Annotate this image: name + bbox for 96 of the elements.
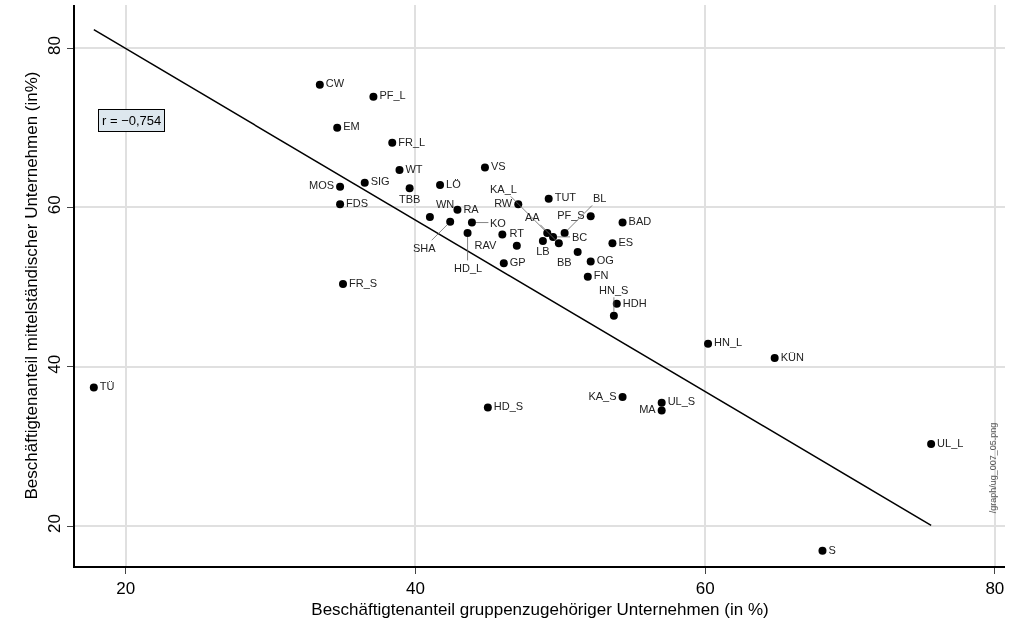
point [704,339,713,348]
data-label: SHA [413,242,437,254]
data-label: TÜ [99,380,115,393]
point [618,218,627,227]
data-label: FR_S [348,276,378,289]
data-label: RW [494,196,513,209]
data-label: HDH [622,296,647,309]
point [586,257,595,266]
data-label: BB [556,256,572,269]
point [927,440,936,449]
point [388,138,397,147]
point [512,241,521,250]
point [818,546,827,555]
point [463,228,472,237]
data-label: BC [572,231,588,243]
point [586,212,595,221]
data-label: VS [490,160,506,173]
data-label: UL_S [667,395,696,408]
data-label: ES [618,236,634,249]
data-label: FR_L [398,135,426,148]
point [89,383,98,392]
data-label: BL [593,192,607,204]
data-label: PF_L [379,89,406,102]
point [538,236,547,245]
point [453,205,462,214]
point [770,354,779,363]
point [336,182,345,191]
point [395,165,404,174]
data-label: TBB [398,192,421,205]
point [425,212,434,221]
point [405,184,414,193]
data-label: RT [509,226,525,239]
data-label: HN_S [599,284,629,296]
data-label: KO [490,217,507,229]
point [609,311,618,320]
data-label: WN [435,198,455,211]
point [499,259,508,268]
x-axis-title: Beschäftigtenanteil gruppenzugehöriger Unternehmen (in %) [311,600,769,620]
data-label: RA [463,202,480,215]
point [483,403,492,412]
data-label: PF_S [557,208,585,221]
point [480,163,489,172]
data-label: KA_L [490,183,517,195]
x-tick-label: 60 [695,579,715,599]
point [333,123,342,132]
point [657,398,666,407]
data-label: HD_S [493,400,524,413]
data-label: BAD [628,215,652,228]
data-label: HD_L [454,262,483,274]
annotation: /graph/ug_007_05.png [988,422,999,514]
data-label: TUT [554,191,577,204]
data-label: KÜN [780,350,804,363]
y-axis-title: Beschäftigtenanteil mittelständischer Unternehmen (in%) [21,71,41,500]
point [544,194,553,203]
data-label: MA [639,403,657,416]
point [336,200,345,209]
data-label: S [828,543,836,556]
point [338,279,347,288]
data-label: EM [343,120,360,133]
data-label: MOS [309,179,335,192]
x-tick-label: 40 [405,579,425,599]
data-label: RAV [474,238,497,251]
point [583,272,592,281]
point [360,178,369,187]
point [560,228,569,237]
point [467,218,476,227]
point [498,230,507,239]
point [657,406,666,415]
annotation: r = −0,754 [102,113,162,128]
point [554,239,563,248]
data-label: SIG [370,175,390,188]
data-label: UL_L [937,436,964,449]
point [436,181,445,190]
data-label: AA [525,211,541,223]
data-label: GP [509,255,526,268]
point [315,80,324,89]
data-label: HN_L [714,336,743,349]
point [618,393,627,402]
y-tick-label: 20 [45,514,65,534]
point [446,217,455,226]
y-tick-label: 60 [45,195,65,215]
y-tick-label: 80 [45,36,65,55]
x-tick-label: 20 [116,579,136,599]
y-tick-label: 40 [45,354,65,374]
data-label: LB [536,245,550,258]
data-label: WT [405,162,423,175]
data-label: FN [593,269,609,282]
point [608,239,617,248]
data-label: FDS [346,196,369,209]
point [573,248,582,257]
data-label: OG [596,254,614,267]
data-label: LÖ [446,177,462,190]
data-label: KA_S [588,389,617,402]
point [369,92,378,101]
data-label: CW [325,77,345,90]
x-tick-label: 80 [985,579,1005,599]
